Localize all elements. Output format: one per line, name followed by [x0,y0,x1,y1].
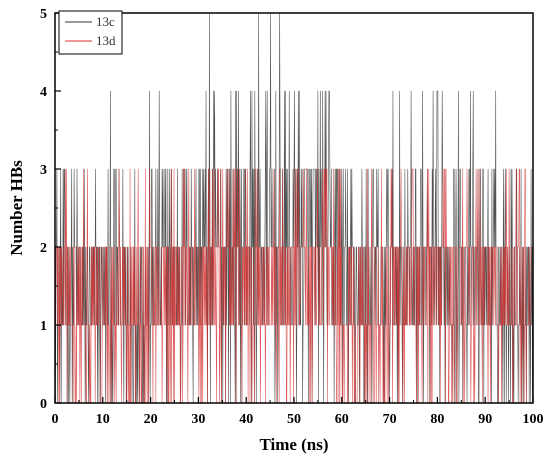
x-tick-label: 60 [335,412,349,427]
y-tick-label: 2 [40,241,47,256]
legend-box [58,10,123,55]
series-layer [54,12,534,404]
x-tick-label: 10 [96,412,110,427]
x-tick-label: 80 [430,412,444,427]
series-13d-line [54,168,533,404]
x-tick-label: 20 [144,412,158,427]
y-tick-label: 1 [40,319,47,334]
y-tick-label: 0 [40,397,47,412]
y-tick-label: 3 [40,163,47,178]
x-tick-label: 50 [287,412,301,427]
y-axis-title: Number HBs [7,160,26,256]
x-tick-label: 90 [478,412,492,427]
x-axis-title: Time (ns) [259,435,328,454]
x-tick-label: 30 [191,412,205,427]
ticks-layer: 0 10 20 30 40 50 60 70 80 90 100 0 1 2 3 4 5 [40,7,544,427]
series-13c-line [55,12,534,404]
y-tick-label: 4 [40,85,47,100]
x-tick-label: 0 [52,412,59,427]
legend-label-13c: 13c [96,14,115,29]
x-tick-label: 40 [239,412,253,427]
x-tick-label: 100 [523,412,544,427]
x-tick-label: 70 [383,412,397,427]
y-tick-label: 5 [40,7,47,22]
legend-label-13d: 13d [96,33,116,48]
